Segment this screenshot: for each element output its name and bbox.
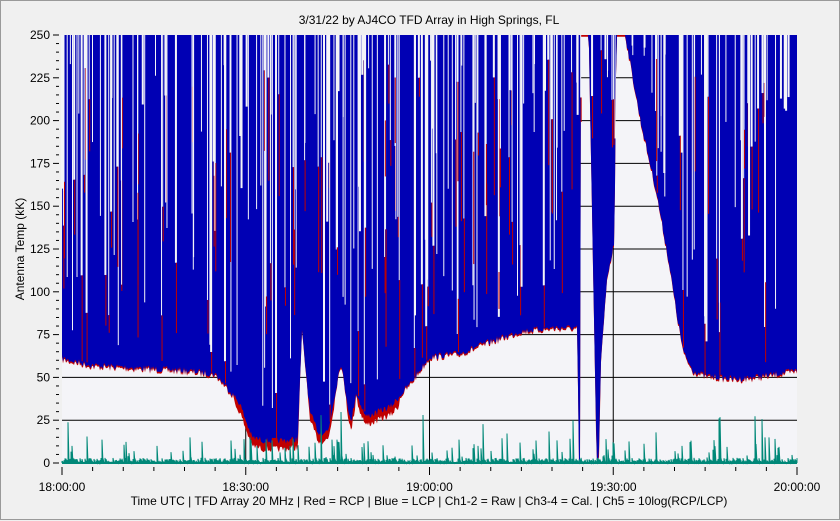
y-tick-label: 200 [30, 114, 50, 128]
y-tick-label: 50 [37, 370, 51, 384]
plot-area [61, 35, 798, 465]
y-tick-label: 100 [30, 285, 50, 299]
y-axis-label: Antenna Temp (kK) [13, 198, 27, 301]
y-tick-label: 225 [30, 71, 50, 85]
x-tick-label: 18:00:00 [39, 480, 86, 494]
axes: 0 25 50 75 100 125 150 175 200 225 250 18:00:00 18:3… [30, 28, 821, 494]
chart-title: 3/31/22 by AJ4CO TFD Array in High Sprin… [299, 13, 560, 27]
x-tick-label: 19:30:00 [590, 480, 637, 494]
y-tick-label: 150 [30, 199, 50, 213]
y-tick-label: 175 [30, 156, 50, 170]
x-axis-label: Time UTC | TFD Array 20 MHz | Red = RCP … [131, 494, 728, 508]
x-tick-label: 19:00:00 [406, 480, 453, 494]
y-tick-label: 250 [30, 28, 50, 42]
y-tick-label: 125 [30, 242, 50, 256]
x-tick-label: 18:30:00 [222, 480, 269, 494]
lcp-series [62, 35, 797, 463]
x-tick-label: 20:00:00 [774, 480, 821, 494]
y-tick-label: 75 [37, 328, 51, 342]
y-tick-label: 25 [37, 413, 51, 427]
y-tick-label: 0 [43, 456, 50, 470]
